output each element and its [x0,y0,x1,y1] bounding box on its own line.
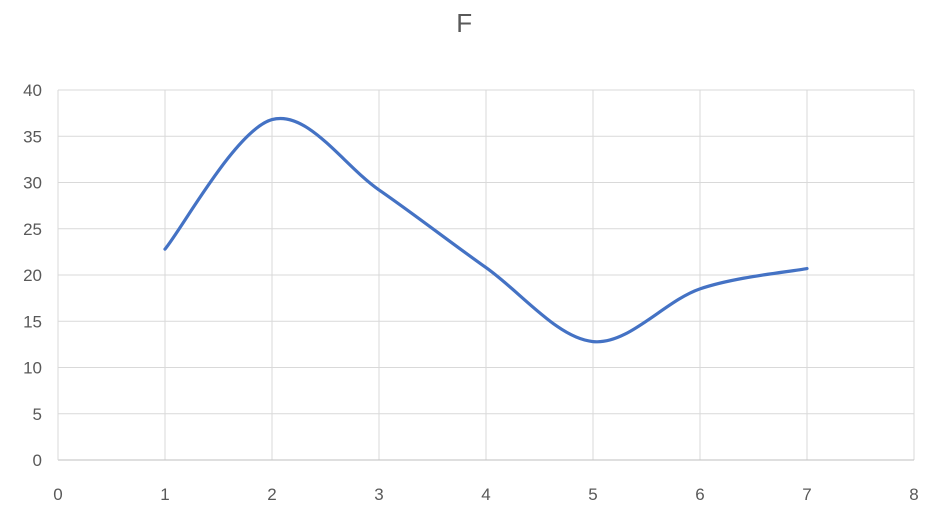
tick-labels: 0 5 10 15 20 25 30 35 40 0 1 2 3 4 5 6 7 8 [23,81,919,504]
y-tick-label: 10 [23,359,42,378]
y-tick-label: 30 [23,174,42,193]
x-tick-label: 2 [267,485,276,504]
x-tick-label: 0 [53,485,62,504]
x-tick-label: 7 [802,485,811,504]
y-tick-label: 15 [23,312,42,331]
y-tick-label: 40 [23,81,42,100]
axes [57,90,914,461]
y-tick-label: 25 [23,220,42,239]
series-line [163,116,809,344]
x-tick-label: 6 [695,485,704,504]
x-tick-label: 4 [481,485,490,504]
series-layer [163,116,809,344]
x-tick-label: 5 [588,485,597,504]
y-tick-label: 35 [23,127,42,146]
grid [57,89,915,461]
x-tick-label: 3 [374,485,383,504]
x-tick-label: 1 [160,485,169,504]
chart-title: F [456,8,473,38]
y-tick-label: 0 [33,451,42,470]
y-tick-label: 5 [33,405,42,424]
x-tick-label: 8 [909,485,918,504]
y-tick-label: 20 [23,266,42,285]
